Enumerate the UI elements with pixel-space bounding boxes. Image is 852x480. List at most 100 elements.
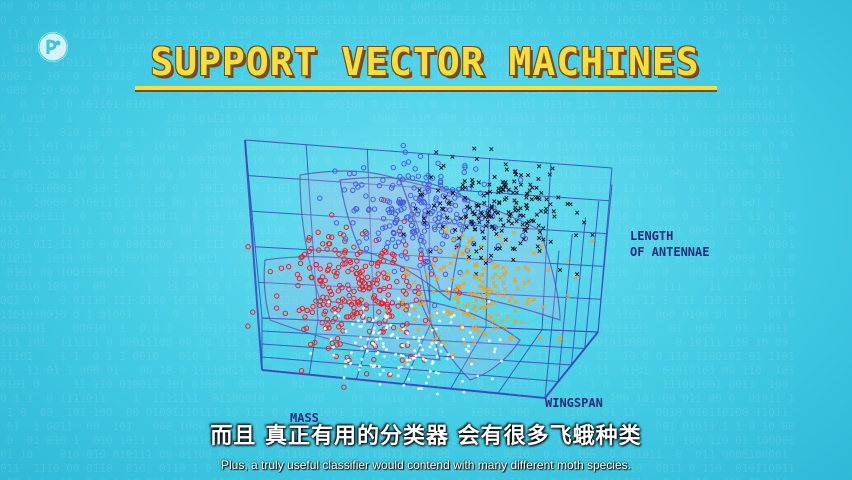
data-point-dot <box>420 387 423 390</box>
data-point-cross <box>514 219 519 224</box>
data-point-circle <box>317 266 323 272</box>
data-point-circle <box>390 182 396 189</box>
data-point-cross <box>436 247 442 252</box>
data-point-circle <box>382 298 388 304</box>
data-point-cross <box>525 301 530 306</box>
data-point-cross <box>426 321 432 327</box>
data-point-circle <box>383 244 390 251</box>
data-point-dot <box>424 381 428 385</box>
data-point-circle <box>389 236 396 243</box>
data-point-dot <box>362 314 365 317</box>
data-point-cross <box>443 340 448 346</box>
data-point-cross <box>505 314 510 320</box>
data-point-circle <box>461 169 467 176</box>
data-point-cross <box>452 253 457 258</box>
data-point-circle <box>424 258 430 265</box>
data-point-cross <box>483 223 489 229</box>
data-point-cross <box>496 190 501 195</box>
data-point-circle <box>391 230 397 236</box>
data-point-cross <box>493 246 499 251</box>
data-point-dot <box>309 351 313 355</box>
data-point-cross <box>546 267 551 273</box>
data-point-cross <box>481 193 486 198</box>
grid-line <box>261 343 572 366</box>
data-point-circle <box>340 261 346 267</box>
data-point-circle <box>401 161 407 167</box>
axis-label-mass: MASS <box>290 411 319 425</box>
data-point-circle <box>495 243 502 249</box>
data-point-dot <box>430 328 434 332</box>
data-point-circle <box>385 207 391 213</box>
data-point-cross <box>445 215 450 220</box>
data-point-circle <box>384 198 391 204</box>
data-point-cross <box>428 249 433 254</box>
data-point-circle <box>381 197 387 203</box>
data-point-cross <box>500 187 506 193</box>
data-point-dot <box>434 341 438 344</box>
data-point-circle <box>443 185 449 192</box>
data-point-cross <box>457 283 462 289</box>
data-point-circle <box>385 292 392 298</box>
data-point-circle <box>406 283 412 289</box>
data-point-circle <box>473 166 479 172</box>
data-point-dot <box>378 382 382 386</box>
grid-line <box>261 356 559 382</box>
data-point-circle <box>390 324 397 331</box>
grid-line <box>571 217 586 366</box>
data-point-circle <box>357 286 363 292</box>
data-point-circle <box>417 262 423 269</box>
data-point-cross <box>589 239 595 244</box>
data-point-cross <box>543 209 548 215</box>
data-point-cross <box>476 328 482 334</box>
data-point-cross <box>461 311 466 317</box>
data-point-cross <box>472 146 477 151</box>
data-point-cross <box>526 297 531 302</box>
data-point-cross <box>424 272 429 278</box>
data-point-cross <box>513 308 518 313</box>
data-point-cross <box>513 319 518 324</box>
data-point-cross <box>490 224 495 229</box>
data-point-circle <box>395 303 401 309</box>
data-point-dot <box>399 365 403 369</box>
data-point-circle <box>366 206 372 212</box>
data-point-cross <box>487 209 492 214</box>
data-point-cross <box>565 201 570 207</box>
data-point-cross <box>487 189 493 194</box>
data-point-cross <box>492 265 497 270</box>
data-point-dot <box>410 304 414 307</box>
data-point-dot <box>434 347 438 351</box>
data-point-cross <box>534 212 540 217</box>
data-point-circle <box>444 233 450 240</box>
data-point-cross <box>422 220 427 225</box>
data-point-circle <box>422 317 429 324</box>
data-point-cross <box>467 291 472 296</box>
data-point-dot <box>413 356 416 360</box>
data-point-circle <box>462 208 468 214</box>
data-point-cross <box>479 211 485 216</box>
data-point-cross <box>500 318 505 323</box>
data-point-dot <box>412 335 416 339</box>
data-point-cross <box>507 336 512 341</box>
data-point-dot <box>413 349 416 353</box>
data-point-dot <box>382 354 386 358</box>
data-point-circle <box>338 303 344 309</box>
data-point-circle <box>397 231 404 238</box>
data-point-circle <box>324 316 330 323</box>
data-point-circle <box>376 236 382 243</box>
data-point-circle <box>303 325 310 331</box>
data-point-dot <box>373 364 377 367</box>
data-point-cross <box>491 280 496 286</box>
data-point-circle <box>404 303 410 309</box>
data-point-circle <box>299 305 305 312</box>
data-point-cross <box>509 221 515 226</box>
data-point-circle <box>353 310 360 317</box>
data-point-circle <box>245 323 251 329</box>
data-point-cross <box>483 215 488 220</box>
data-point-circle <box>397 173 403 180</box>
data-point-circle <box>334 335 341 342</box>
data-point-circle <box>403 291 409 297</box>
data-point-circle <box>384 301 391 308</box>
data-point-cross <box>513 185 519 191</box>
grid-line <box>541 163 552 330</box>
data-point-cross <box>543 206 549 211</box>
